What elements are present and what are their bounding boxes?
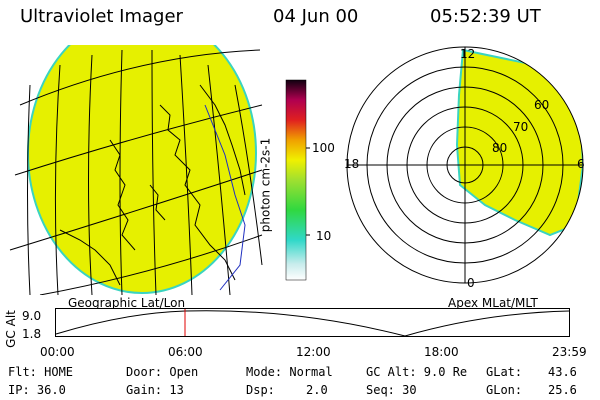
door-info: Door: Open <box>126 365 199 379</box>
glat-value: 43.6 <box>548 365 577 379</box>
time-tick-2359: 23:59 <box>552 345 587 359</box>
time-tick-1200: 12:00 <box>296 345 331 359</box>
polar-plot <box>346 46 584 284</box>
colorbar-tick-100: 100 <box>312 141 335 155</box>
seq-info: Seq: 30 <box>366 383 417 397</box>
polar-grid <box>346 46 584 284</box>
geo-panel-label: Geographic Lat/Lon <box>68 296 186 310</box>
glon-value: 25.6 <box>548 383 577 397</box>
mlt-label-12: 12 <box>460 47 476 61</box>
time-label: 05:52:39 UT <box>430 6 541 27</box>
latitude-grid <box>9 49 263 295</box>
uv-image-polar <box>455 48 583 237</box>
mlt-label-0: 0 <box>467 276 475 290</box>
glon-label: GLon: <box>486 383 523 397</box>
color-bar <box>285 79 310 281</box>
geographic-map <box>9 45 263 295</box>
apex-panel-label: Apex MLat/MLT <box>448 296 538 310</box>
mlt-label-6: 6 <box>577 157 585 171</box>
glat-label: GLat: <box>486 365 523 379</box>
altitude-tick-1.8: 1.8 <box>22 327 42 341</box>
dsp-value: 2.0 <box>306 383 328 397</box>
mode-info: Mode: Normal <box>246 365 333 379</box>
date-label: 04 Jun 00 <box>273 6 359 27</box>
gain-info: Gain: 13 <box>126 383 184 397</box>
time-tick-0000: 00:00 <box>40 345 75 359</box>
colorbar-tick-10: 10 <box>316 229 332 243</box>
coastlines <box>59 84 246 286</box>
dsp-label: Dsp: <box>246 383 275 397</box>
time-tick-1800: 18:00 <box>424 345 459 359</box>
mlat-label-70: 70 <box>513 120 529 134</box>
longitude-grid <box>27 49 263 295</box>
ip-info: IP: 36.0 <box>8 383 66 397</box>
altitude-tick-9: 9.0 <box>22 309 42 323</box>
mlat-label-60: 60 <box>534 98 550 112</box>
instrument-title: Ultraviolet Imager <box>20 6 183 27</box>
terminator-line <box>204 104 246 291</box>
colorbar-unit-label: photon cm-2s-1 <box>258 137 273 233</box>
altitude-strip-plot <box>55 308 570 337</box>
altitude-axis-label: GC Alt <box>3 310 18 348</box>
mlt-label-18: 18 <box>344 157 360 171</box>
mlat-label-80: 80 <box>492 141 508 155</box>
altitude-curve <box>55 310 570 337</box>
uv-image-disc <box>27 45 257 294</box>
gc-alt-info: GC Alt: 9.0 Re <box>366 365 468 379</box>
flight-info: Flt: HOME <box>8 365 74 379</box>
time-tick-0600: 06:00 <box>168 345 203 359</box>
